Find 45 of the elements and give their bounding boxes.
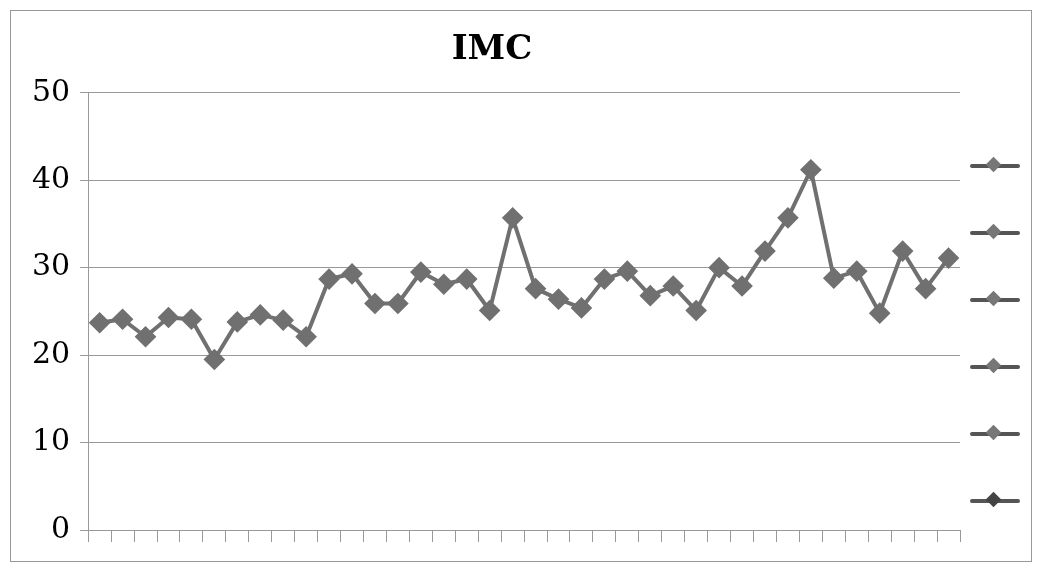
point <box>342 263 363 284</box>
point <box>525 278 546 299</box>
point <box>479 300 500 321</box>
y-tick-label: 20 <box>31 334 71 370</box>
point <box>387 293 408 314</box>
point <box>823 268 844 289</box>
y-tick-label: 10 <box>31 422 71 458</box>
point <box>158 307 179 328</box>
point <box>89 312 110 333</box>
point <box>571 297 592 318</box>
point <box>548 289 569 310</box>
point <box>892 241 913 262</box>
point <box>869 303 890 324</box>
point <box>709 257 730 278</box>
point <box>456 269 477 290</box>
point <box>754 241 775 262</box>
point <box>112 309 133 330</box>
y-tick-label: 50 <box>31 72 71 108</box>
point <box>502 207 523 228</box>
point <box>800 159 821 180</box>
point <box>364 293 385 314</box>
y-tick-label: 40 <box>31 160 71 196</box>
point <box>296 326 317 347</box>
point <box>273 310 294 331</box>
point <box>410 262 431 283</box>
point <box>204 349 225 370</box>
point <box>250 304 271 325</box>
y-tick-label: 30 <box>31 247 71 283</box>
point <box>319 269 340 290</box>
point <box>640 285 661 306</box>
chart-title: IMC <box>451 27 533 68</box>
point <box>594 269 615 290</box>
point <box>915 278 936 299</box>
point <box>846 261 867 282</box>
point <box>181 309 202 330</box>
point <box>938 248 959 269</box>
point <box>663 276 684 297</box>
y-tick-label: 0 <box>51 509 71 545</box>
point <box>732 276 753 297</box>
point <box>433 274 454 295</box>
point <box>777 207 798 228</box>
point <box>135 326 156 347</box>
point <box>686 300 707 321</box>
point <box>617 261 638 282</box>
point <box>227 311 248 332</box>
